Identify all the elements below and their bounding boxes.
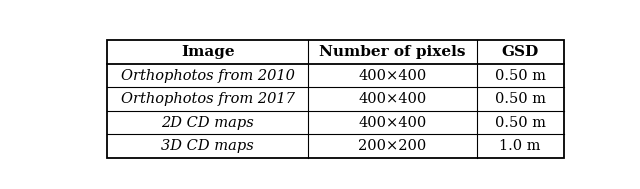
Text: Orthophotos from 2010: Orthophotos from 2010 <box>121 68 294 83</box>
Text: 200×200: 200×200 <box>358 139 427 153</box>
Text: Orthophotos from 2017: Orthophotos from 2017 <box>121 92 294 106</box>
Text: Image: Image <box>181 45 234 59</box>
Text: 400×400: 400×400 <box>358 92 427 106</box>
Bar <box>108 40 564 158</box>
Text: 0.50 m: 0.50 m <box>495 68 546 83</box>
Text: 0.50 m: 0.50 m <box>495 92 546 106</box>
Text: GSD: GSD <box>502 45 539 59</box>
Text: 400×400: 400×400 <box>358 68 427 83</box>
Text: 2D CD maps: 2D CD maps <box>161 116 254 130</box>
Text: 3D CD maps: 3D CD maps <box>161 139 254 153</box>
Text: Number of pixels: Number of pixels <box>319 45 466 59</box>
Text: 1.0 m: 1.0 m <box>499 139 541 153</box>
Text: 0.50 m: 0.50 m <box>495 116 546 130</box>
Text: 400×400: 400×400 <box>358 116 427 130</box>
